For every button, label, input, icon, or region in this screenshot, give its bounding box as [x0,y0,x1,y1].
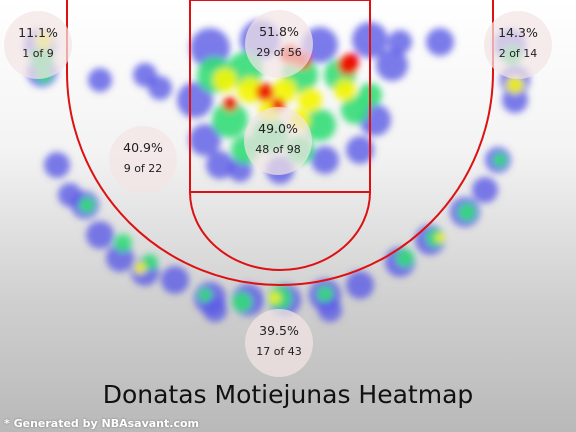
heat-blob [318,298,342,322]
zone-paint-lower: 49.0% 48 of 98 [244,107,312,175]
heat-blob [273,78,297,102]
zone-made-of-attempts: 1 of 9 [22,47,54,60]
heat-blob [237,77,263,103]
heat-blob [506,76,524,94]
heat-blob [376,49,408,81]
heat-blob [177,82,213,118]
zone-bubble [245,309,313,377]
heat-blob [232,292,252,312]
heat-blob [458,203,476,221]
zone-made-of-attempts: 9 of 22 [124,162,163,175]
heat-blob [79,197,95,213]
zone-percentage: 11.1% [18,25,58,40]
heat-blob [212,102,248,138]
heat-blob [88,68,112,92]
heat-blob [304,109,336,141]
zone-bubble [245,10,313,78]
heat-blob [346,271,374,299]
court-lines [66,0,494,286]
zone-made-of-attempts: 48 of 98 [255,143,301,156]
zone-made-of-attempts: 2 of 14 [499,47,538,60]
zone-labels: 11.1% 1 of 9 51.8% 29 of 56 14.3% 2 of 14 40.9… [4,10,552,377]
heat-blob [142,254,158,270]
heat-blob [435,233,445,243]
zone-left-corner: 11.1% 1 of 9 [4,11,72,79]
three-point-line [66,0,494,286]
chart-title: Donatas Motiejunas Heatmap [102,380,474,409]
heat-blob [256,83,274,101]
zone-bubble [109,126,177,194]
heat-blob [269,292,281,304]
zone-percentage: 39.5% [259,323,299,338]
heat-blob [228,158,252,182]
heat-blob [298,88,322,112]
heat-blob [493,153,507,167]
free-throw-arc [189,191,371,271]
heat-blob [388,30,412,54]
heat-blob [134,262,146,274]
heat-blob [203,298,227,322]
heat-blob [86,221,114,249]
zone-bubble [4,11,72,79]
heat-blob [346,136,374,164]
heat-blob [334,79,356,101]
zone-percentage: 49.0% [258,121,298,136]
heat-blob [213,68,237,92]
heat-blob [311,146,339,174]
heat-blob [223,97,237,111]
heat-blob [206,151,234,179]
heat-blob [345,53,359,67]
heat-blob [114,234,132,252]
heat-blob [472,177,498,203]
heat-blob [396,249,414,267]
zone-left-wing-mid: 40.9% 9 of 22 [109,126,177,194]
zone-percentage: 40.9% [123,140,163,155]
heat-blob [189,124,221,156]
zone-percentage: 14.3% [498,25,538,40]
zone-right-corner: 14.3% 2 of 14 [484,11,552,79]
zone-bubble [244,107,312,175]
zone-paint-upper: 51.8% 29 of 56 [245,10,313,78]
heat-blob [502,87,528,113]
heat-blob [148,76,172,100]
credit-note: * Generated by NBAsavant.com [4,417,199,430]
zone-bubble [484,11,552,79]
zone-made-of-attempts: 17 of 43 [256,345,302,358]
heat-blob [161,266,189,294]
zone-top-of-key-three: 39.5% 17 of 43 [245,309,313,377]
zone-made-of-attempts: 29 of 56 [256,46,302,59]
paint-box [189,0,371,193]
heat-blob [426,28,454,56]
heat-blob [44,152,70,178]
heat-blob [58,183,82,207]
zone-percentage: 51.8% [259,24,299,39]
heat-blob [317,286,333,302]
heat-blob [198,288,212,302]
